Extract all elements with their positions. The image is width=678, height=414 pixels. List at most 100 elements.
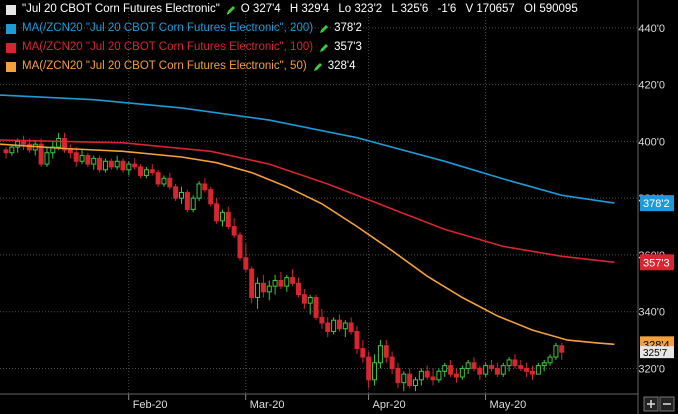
candle-body (173, 186, 179, 199)
candle (483, 362, 489, 377)
legend-row-ma50[interactable]: MA(/ZCN20 "Jul 20 CBOT Corn Futures Elec… (0, 57, 584, 76)
candle (161, 175, 167, 187)
candle (383, 340, 389, 363)
ma50-swatch (6, 61, 16, 72)
candle-body (102, 160, 108, 171)
candle-body (179, 191, 184, 199)
candle-body (512, 359, 518, 367)
candle (155, 169, 161, 187)
candle (430, 368, 436, 386)
candle (541, 359, 547, 372)
candle-body (296, 282, 301, 296)
candle-body (155, 172, 161, 185)
candle (149, 164, 155, 176)
legend-row-ma100[interactable]: MA(/ZCN20 "Jul 20 CBOT Corn Futures Elec… (0, 38, 584, 57)
candle (284, 274, 290, 292)
candle (336, 314, 342, 332)
ma100-value: 357'3 (334, 41, 362, 53)
candle (465, 359, 471, 375)
candle (202, 178, 208, 193)
candle-body (372, 362, 378, 381)
candle-body (231, 226, 237, 236)
candle-body (21, 140, 27, 145)
candle (120, 158, 126, 173)
candle (108, 158, 114, 170)
y-tick-label: 440'0 (638, 23, 665, 35)
ma100-label: MA(/ZCN20 "Jul 20 CBOT Corn Futures Elec… (22, 41, 314, 53)
candle-body (348, 322, 354, 333)
candle (3, 147, 9, 159)
candle-body (489, 365, 495, 369)
volume-value: V 170657 (465, 3, 515, 15)
legend-row-ma200[interactable]: MA(/ZCN20 "Jul 20 CBOT Corn Futures Elec… (0, 19, 584, 38)
price-label-box (640, 195, 674, 212)
candle-body (313, 297, 319, 318)
candle (21, 135, 27, 150)
candle-body (319, 316, 325, 324)
ma-line (0, 143, 615, 346)
candle (547, 354, 553, 366)
candle (62, 132, 67, 153)
edit-study-icon[interactable] (319, 43, 330, 53)
candle (214, 198, 220, 224)
candle-body (202, 183, 208, 191)
candle-body (266, 285, 272, 293)
candle (97, 155, 103, 173)
candle (535, 362, 541, 375)
candlestick-series (3, 132, 565, 392)
y-tick-label: 320'0 (638, 363, 665, 375)
candle-body (465, 362, 471, 369)
candle (471, 357, 477, 372)
candle (407, 368, 413, 389)
ma50-label: MA(/ZCN20 "Jul 20 CBOT Corn Futures Elec… (22, 60, 307, 72)
candle (489, 359, 495, 372)
edit-study-icon[interactable] (319, 24, 330, 34)
candle (442, 362, 448, 377)
candle (278, 271, 284, 289)
edit-study-icon[interactable] (226, 5, 237, 15)
ma-line (0, 94, 615, 204)
expand-axis-control[interactable] (643, 396, 675, 412)
candle (354, 325, 360, 355)
y-tick-label: 340'0 (638, 307, 665, 319)
candle (290, 269, 296, 287)
chart-legend: "Jul 20 CBOT Corn Futures Electronic" O … (0, 0, 584, 76)
candle-body (196, 183, 202, 199)
candle-body (161, 177, 167, 185)
candle-body (331, 319, 337, 333)
candle-body (143, 169, 149, 176)
candle (348, 317, 354, 335)
candle-body (243, 257, 249, 270)
candle-body (389, 356, 395, 369)
legend-row-main[interactable]: "Jul 20 CBOT Corn Futures Electronic" O … (0, 0, 584, 19)
candle (377, 340, 383, 369)
candle (73, 147, 79, 167)
last-price-box (640, 346, 674, 359)
edit-study-icon[interactable] (313, 62, 324, 72)
candle (243, 243, 249, 272)
candle (313, 294, 319, 321)
candle-body (483, 365, 489, 375)
candle (360, 340, 366, 363)
candle-body (500, 365, 506, 375)
candle (401, 371, 407, 392)
candle (448, 359, 454, 377)
candle-body (471, 362, 477, 369)
candle (237, 232, 243, 261)
candle-body (26, 143, 32, 151)
candle-body (184, 191, 190, 211)
candle-body (237, 234, 243, 259)
candle-body (38, 143, 44, 165)
ma200-swatch (6, 23, 16, 34)
candle (477, 365, 483, 380)
candle (553, 342, 559, 360)
candle-body (477, 367, 483, 375)
candle-body (67, 149, 73, 154)
candle-body (307, 297, 313, 304)
candle (32, 141, 38, 156)
candle-body (559, 345, 565, 353)
candle-body (290, 277, 296, 284)
candle (506, 357, 512, 372)
candle-body (524, 367, 530, 372)
